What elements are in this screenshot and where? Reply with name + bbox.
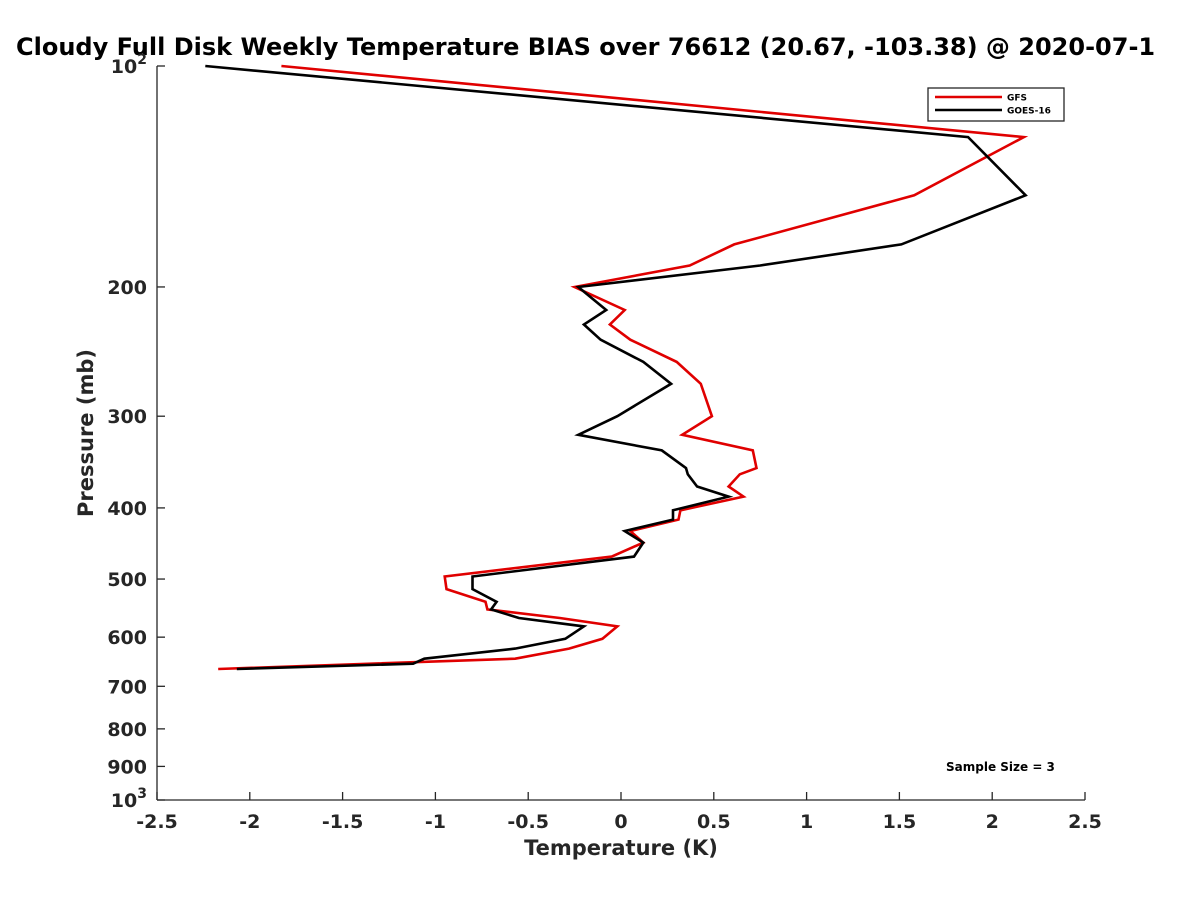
x-tick-label: -1.5 (322, 811, 364, 833)
y-axis-label: Pressure (mb) (74, 349, 98, 517)
chart-title: Cloudy Full Disk Weekly Temperature BIAS… (16, 33, 1155, 61)
x-axis-ticks: -2.5 -2 -1.5 -1 -0.5 0 0.5 1 1.5 2 2.5 (136, 792, 1102, 833)
y-tick-label: 200 (107, 277, 147, 299)
x-tick-label: -2.5 (136, 811, 178, 833)
y-tick-label: 300 (107, 406, 147, 428)
legend: GFS GOES-16 (927, 87, 1065, 122)
y-tick-label: 800 (107, 719, 147, 741)
y-tick-label: 102 (111, 52, 147, 78)
sample-size-annotation: Sample Size = 3 (946, 760, 1055, 774)
series-line-goes-16 (205, 64, 1028, 671)
x-tick-label: 1 (800, 811, 813, 833)
y-tick-label: 600 (107, 627, 147, 649)
y-tick-label: 900 (107, 756, 147, 778)
x-tick-label: -0.5 (507, 811, 549, 833)
x-tick-label: 2.5 (1068, 811, 1102, 833)
legend-label: GOES-16 (1007, 107, 1051, 117)
series-lines (205, 64, 1029, 671)
x-tick-label: -1 (425, 811, 446, 833)
legend-label: GFS (1007, 94, 1027, 104)
x-tick-label: -2 (239, 811, 260, 833)
x-tick-label: 1.5 (883, 811, 917, 833)
y-axis-ticks: 102 200 300 400 500 600 700 800 900 103 (107, 52, 165, 812)
plot-area: -2.5 -2 -1.5 -1 -0.5 0 0.5 1 1.5 2 2.5 102 200 300 40… (107, 52, 1102, 833)
legend-box (927, 87, 1065, 122)
y-tick-label: 103 (111, 786, 147, 812)
x-tick-label: 0.5 (697, 811, 731, 833)
y-tick-label: 500 (107, 569, 147, 591)
y-tick-label: 400 (107, 498, 147, 520)
y-tick-label: 700 (107, 676, 147, 698)
x-axis-label: Temperature (K) (524, 836, 718, 860)
x-tick-label: 0 (614, 811, 627, 833)
series-line-gfs (218, 64, 1029, 671)
x-tick-label: 2 (986, 811, 999, 833)
